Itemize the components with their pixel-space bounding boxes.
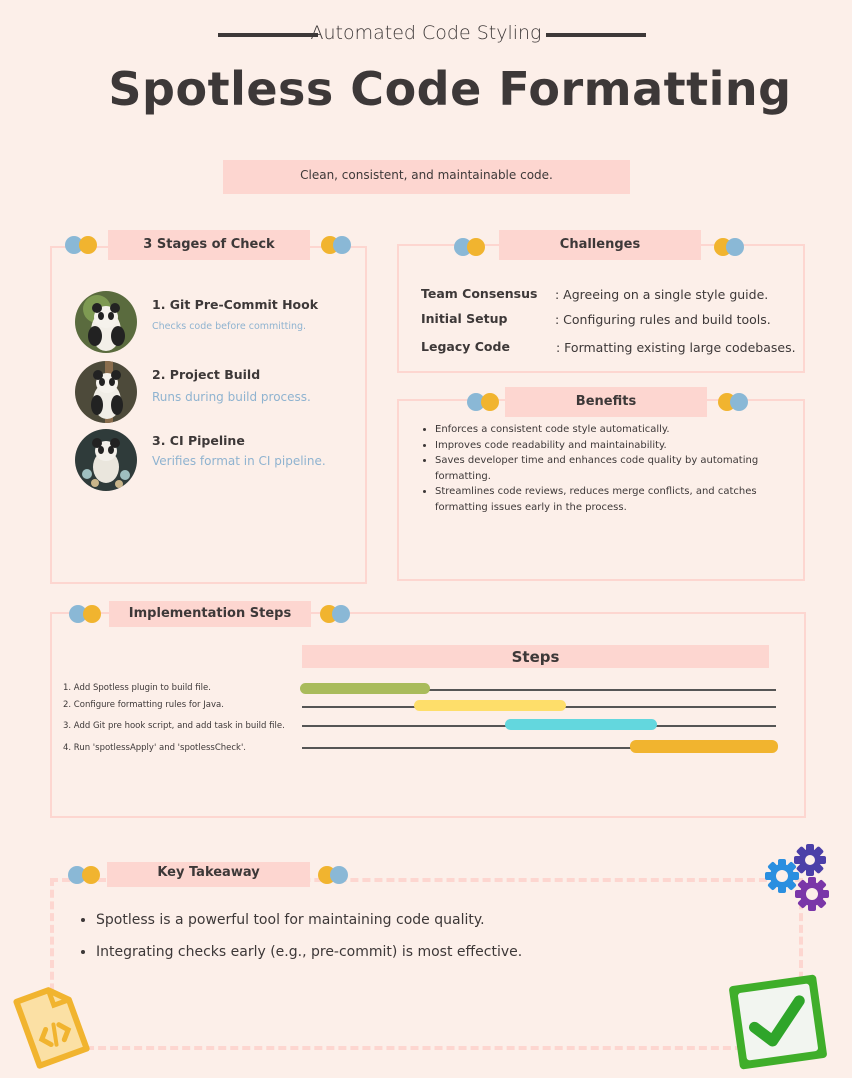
step-bar — [300, 683, 430, 694]
list-item: Spotless is a powerful tool for maintain… — [96, 912, 522, 928]
dots-decoration — [68, 866, 102, 884]
kicker-text: Automated Code Styling — [310, 22, 542, 44]
takeaway-list: Spotless is a powerful tool for maintain… — [80, 912, 522, 976]
list-item: Improves code readability and maintainab… — [435, 438, 778, 454]
stage-desc: Verifies format in CI pipeline. — [152, 454, 326, 468]
takeaway-panel — [50, 878, 803, 1050]
list-item: Saves developer time and enhances code q… — [435, 453, 778, 484]
step-track — [302, 747, 776, 749]
takeaway-label: Key Takeaway — [107, 862, 310, 887]
dots-decoration — [318, 866, 352, 884]
kicker-line-left — [218, 33, 318, 37]
panda-icon — [75, 429, 137, 491]
gears-icon — [762, 842, 832, 914]
stage-desc: Checks code before committing. — [152, 321, 307, 332]
challenge-def: : Configuring rules and build tools. — [555, 312, 771, 327]
panda-icon — [75, 361, 137, 423]
implementation-label: Implementation Steps — [109, 601, 311, 627]
dots-decoration — [467, 393, 501, 411]
list-item: Integrating checks early (e.g., pre-comm… — [96, 944, 522, 960]
checkmark-icon — [722, 968, 834, 1076]
step-bar — [630, 740, 778, 753]
list-item: Enforces a consistent code style automat… — [435, 422, 778, 438]
subtitle-banner: Clean, consistent, and maintainable code… — [223, 160, 630, 194]
step-label: 3. Add Git pre hook script, and add task… — [63, 721, 285, 731]
challenge-term: Team Consensus — [421, 286, 538, 301]
implementation-panel — [50, 612, 806, 818]
dots-decoration — [718, 393, 752, 411]
step-label: 2. Configure formatting rules for Java. — [63, 700, 224, 710]
stage-desc: Runs during build process. — [152, 390, 311, 404]
list-item: Streamlines code reviews, reduces merge … — [435, 484, 778, 515]
step-bar — [505, 719, 657, 730]
benefits-list: Enforces a consistent code style automat… — [418, 422, 778, 515]
dots-decoration — [320, 605, 354, 623]
stage-title: 2. Project Build — [152, 367, 261, 382]
kicker-line-right — [546, 33, 646, 37]
challenges-label: Challenges — [499, 230, 701, 260]
stage-title: 1. Git Pre-Commit Hook — [152, 297, 319, 312]
dots-decoration — [321, 236, 355, 254]
page-title: Spotless Code Formatting — [108, 62, 792, 116]
dots-decoration — [69, 605, 103, 623]
step-label: 1. Add Spotless plugin to build file. — [63, 683, 211, 693]
dots-decoration — [454, 238, 488, 256]
step-label: 4. Run 'spotlessApply' and 'spotlessChec… — [63, 743, 247, 753]
stage-title: 3. CI Pipeline — [152, 433, 245, 448]
stages-label: 3 Stages of Check — [108, 230, 310, 260]
challenge-def: : Agreeing on a single style guide. — [555, 287, 769, 302]
challenge-term: Legacy Code — [421, 339, 510, 354]
challenge-def: : Formatting existing large codebases. — [556, 340, 796, 355]
dots-decoration — [65, 236, 99, 254]
steps-title: Steps — [302, 645, 769, 668]
benefits-label: Benefits — [505, 387, 707, 417]
code-document-icon — [6, 978, 92, 1070]
dots-decoration — [714, 238, 748, 256]
panda-icon — [75, 291, 137, 353]
step-track — [302, 689, 776, 691]
challenge-term: Initial Setup — [421, 311, 508, 326]
step-bar — [414, 700, 566, 711]
